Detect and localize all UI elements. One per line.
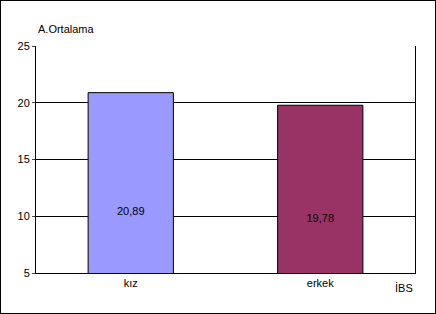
svg-text:A.Ortalama: A.Ortalama — [38, 23, 95, 35]
svg-text:İBS: İBS — [395, 282, 413, 294]
svg-text:25: 25 — [18, 40, 30, 52]
svg-text:20: 20 — [18, 97, 30, 109]
svg-text:19,78: 19,78 — [306, 212, 334, 224]
svg-text:erkek: erkek — [307, 277, 334, 289]
svg-text:10: 10 — [18, 210, 30, 222]
svg-text:20,89: 20,89 — [117, 205, 145, 217]
svg-text:15: 15 — [18, 153, 30, 165]
svg-text:5: 5 — [24, 267, 30, 279]
svg-text:kız: kız — [124, 277, 138, 289]
